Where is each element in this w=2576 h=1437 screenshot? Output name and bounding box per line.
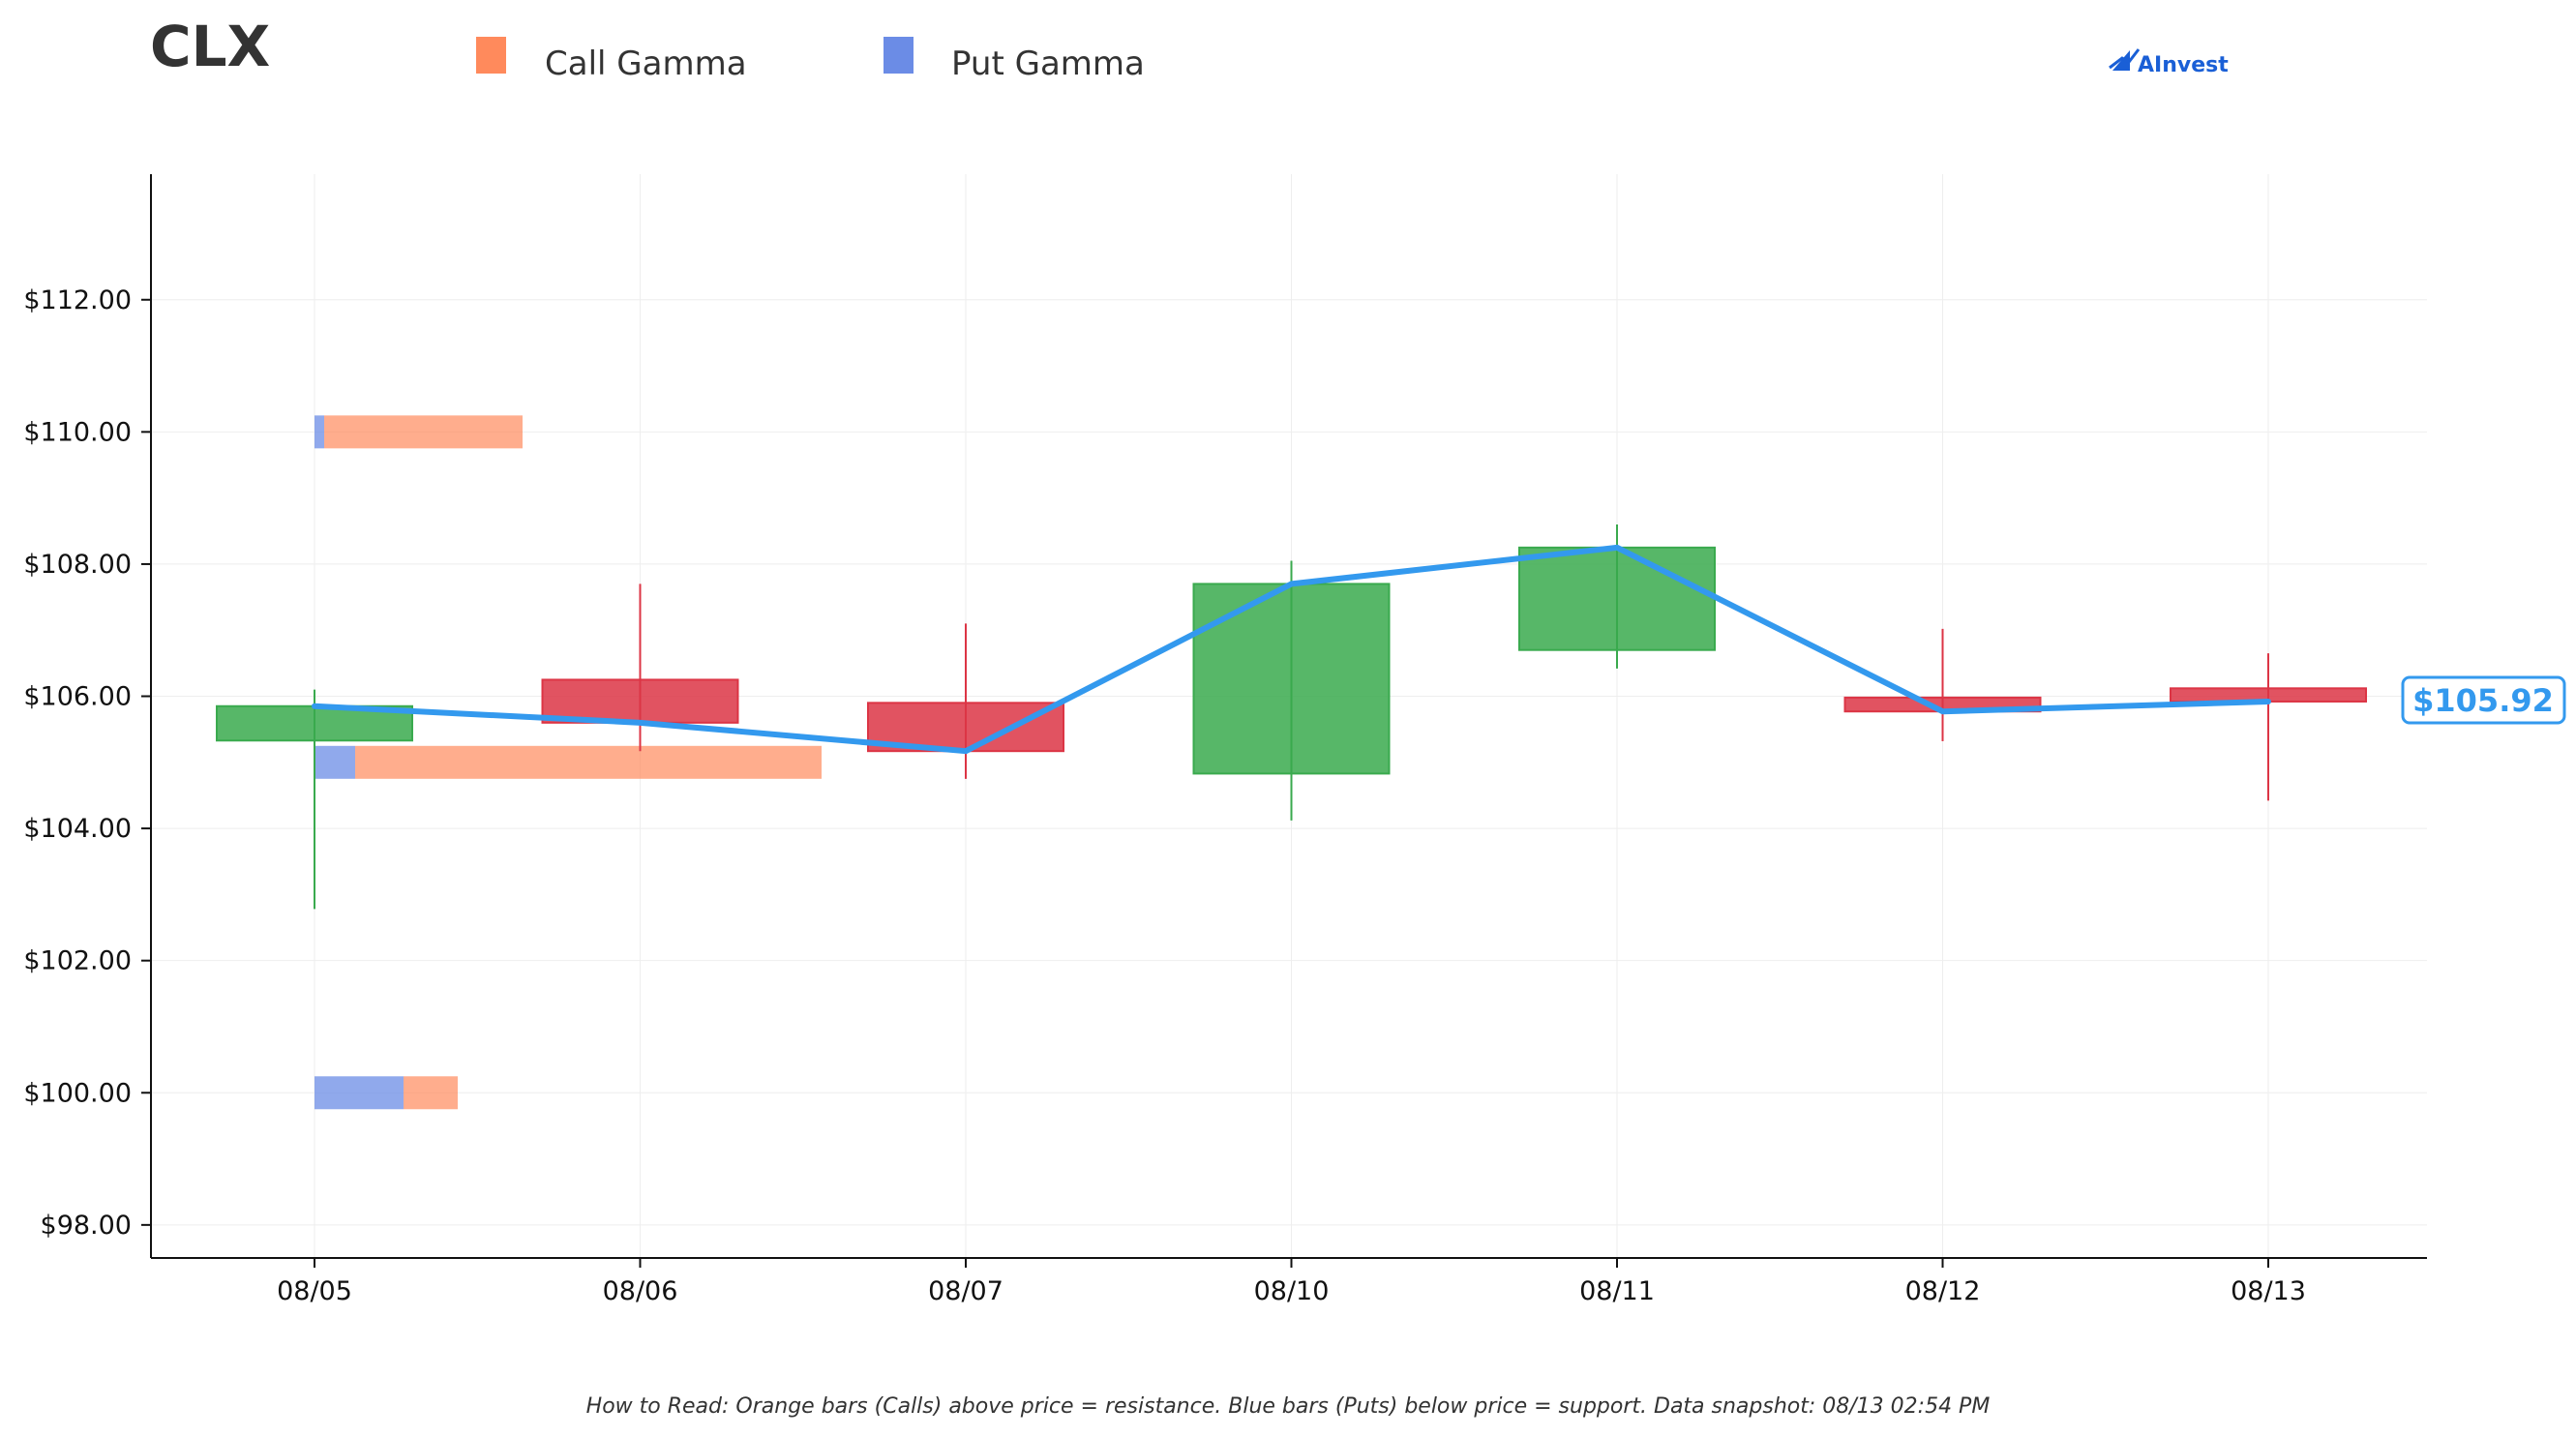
y-tick-label: $104.00 bbox=[23, 814, 132, 844]
y-tick-label: $100.00 bbox=[23, 1078, 132, 1108]
last-price-badge-box bbox=[2401, 675, 2566, 725]
legend-swatch-put bbox=[884, 37, 914, 74]
axes: $98.00 $100.00 $102.00 $104.00 $106.00 $108.0… bbox=[23, 174, 2427, 1306]
y-tick-label: $98.00 bbox=[41, 1211, 132, 1241]
x-tick-label: 08/13 bbox=[2231, 1276, 2306, 1306]
put-gamma-bar bbox=[315, 415, 324, 449]
x-tick-label: 08/10 bbox=[1254, 1276, 1330, 1306]
candle-body bbox=[1518, 546, 1716, 651]
candle-body bbox=[541, 678, 739, 724]
ticker-title: CLX bbox=[150, 14, 270, 79]
brand-logo: AInvest bbox=[2109, 48, 2229, 77]
y-tick-label: $110.00 bbox=[23, 417, 132, 447]
x-tick-label: 08/06 bbox=[603, 1276, 678, 1306]
call-gamma-bar bbox=[324, 415, 523, 449]
footnote: How to Read: Orange bars (Calls) above p… bbox=[586, 1394, 1991, 1419]
put-gamma-bar bbox=[315, 1076, 404, 1110]
candles bbox=[216, 524, 2367, 910]
price-line bbox=[312, 544, 2271, 755]
legend: Call Gamma Put Gamma bbox=[476, 37, 1145, 83]
call-gamma-bar bbox=[404, 1076, 458, 1110]
legend-label-put: Put Gamma bbox=[951, 45, 1145, 83]
y-tick-label: $112.00 bbox=[23, 285, 132, 315]
call-gamma-bar bbox=[355, 745, 822, 779]
last-price-label: $105.92 bbox=[2412, 682, 2554, 719]
last-price-badge: $105.92 bbox=[2401, 675, 2566, 725]
brand-logo-arrow-icon bbox=[2109, 48, 2141, 70]
gamma-bars bbox=[315, 415, 822, 1110]
x-tick-label: 08/12 bbox=[1905, 1276, 1981, 1306]
x-tick-label: 08/05 bbox=[277, 1276, 352, 1306]
put-gamma-bar bbox=[315, 745, 355, 779]
y-tick-label: $102.00 bbox=[23, 946, 132, 976]
candle-body bbox=[1192, 583, 1391, 775]
brand-name: AInvest bbox=[2138, 53, 2229, 77]
y-tick-label: $106.00 bbox=[23, 682, 132, 712]
x-tick-label: 08/11 bbox=[1579, 1276, 1655, 1306]
x-tick-label: 08/07 bbox=[928, 1276, 1003, 1306]
legend-label-call: Call Gamma bbox=[545, 45, 747, 83]
y-tick-label: $108.00 bbox=[23, 550, 132, 580]
price-line-layer bbox=[312, 544, 2271, 755]
legend-swatch-call bbox=[476, 37, 506, 74]
